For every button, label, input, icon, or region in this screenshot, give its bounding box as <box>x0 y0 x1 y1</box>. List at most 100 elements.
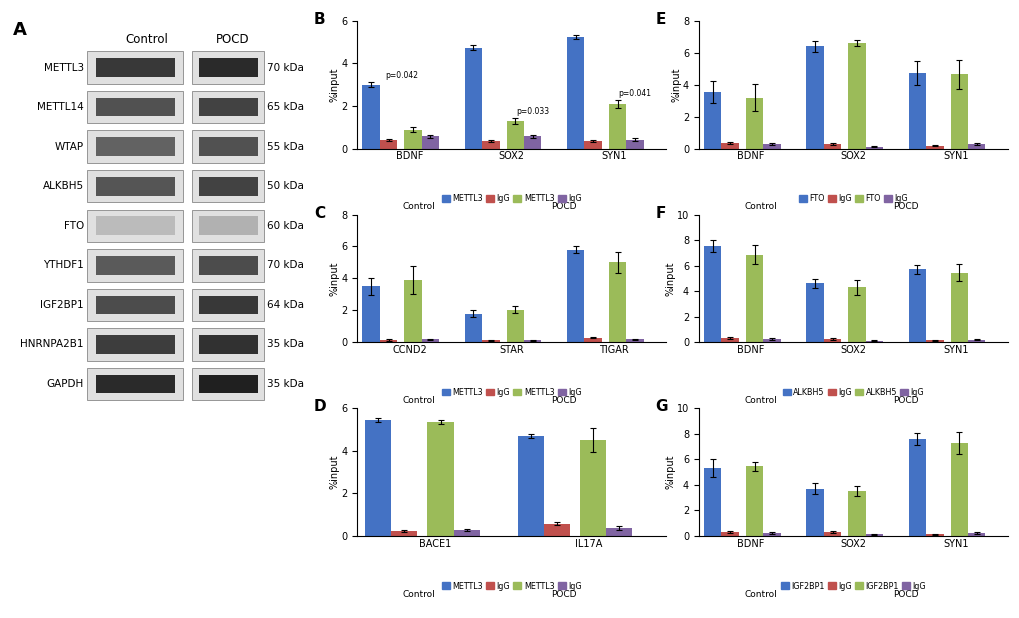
Text: POCD: POCD <box>893 590 918 599</box>
Bar <box>96 256 174 275</box>
Bar <box>584 337 601 342</box>
Bar <box>482 141 499 149</box>
Bar <box>806 489 823 536</box>
Legend: METTL3, IgG, METTL3, IgG: METTL3, IgG, METTL3, IgG <box>438 578 585 594</box>
Bar <box>967 533 984 536</box>
Bar <box>506 310 524 342</box>
Bar <box>404 280 421 342</box>
Text: Control: Control <box>403 202 435 211</box>
Text: POCD: POCD <box>893 202 918 211</box>
Bar <box>908 269 925 342</box>
Bar <box>96 58 174 77</box>
Bar <box>762 339 780 342</box>
Bar <box>626 339 643 342</box>
Bar <box>543 523 570 536</box>
Text: B: B <box>314 12 325 27</box>
Bar <box>567 37 584 149</box>
Bar <box>865 535 882 536</box>
Bar <box>524 137 541 149</box>
Text: FTO: FTO <box>63 221 84 231</box>
Bar <box>87 130 183 163</box>
Bar <box>87 328 183 361</box>
Text: Control: Control <box>744 202 776 211</box>
Bar <box>584 141 601 149</box>
Bar <box>580 440 606 536</box>
Bar <box>96 295 174 315</box>
Text: Control: Control <box>125 33 168 46</box>
Text: POCD: POCD <box>893 396 918 405</box>
Bar <box>192 51 264 83</box>
Bar <box>703 246 720 342</box>
Bar <box>848 43 865 149</box>
Text: F: F <box>655 206 665 221</box>
Bar <box>506 121 524 149</box>
Bar <box>96 137 174 156</box>
Bar <box>192 170 264 202</box>
Bar <box>96 98 174 116</box>
Bar <box>720 532 738 536</box>
Bar <box>626 140 643 149</box>
Y-axis label: %input: %input <box>671 67 681 102</box>
Bar <box>453 530 479 536</box>
Bar <box>192 210 264 242</box>
Bar <box>199 295 258 315</box>
Bar <box>427 422 453 536</box>
Text: p=0.041: p=0.041 <box>618 88 651 98</box>
Bar <box>720 143 738 149</box>
Bar <box>96 375 174 394</box>
Bar <box>192 91 264 123</box>
Bar <box>199 137 258 156</box>
Text: METTL3: METTL3 <box>44 62 84 72</box>
Bar <box>908 439 925 536</box>
Text: METTL14: METTL14 <box>37 102 84 112</box>
Bar <box>192 289 264 321</box>
Text: GAPDH: GAPDH <box>47 379 84 389</box>
Bar <box>465 48 482 149</box>
Text: Control: Control <box>744 590 776 599</box>
Bar <box>192 130 264 163</box>
Text: A: A <box>13 22 28 40</box>
Bar <box>362 286 379 342</box>
Bar <box>606 528 632 536</box>
Text: 70 kDa: 70 kDa <box>267 62 304 72</box>
Text: POCD: POCD <box>551 202 577 211</box>
Text: ALKBH5: ALKBH5 <box>43 181 84 191</box>
Y-axis label: %input: %input <box>329 67 339 102</box>
Text: G: G <box>655 399 667 414</box>
Text: Control: Control <box>744 396 776 405</box>
Bar <box>806 283 823 342</box>
Bar <box>823 144 841 149</box>
Text: 60 kDa: 60 kDa <box>267 221 304 231</box>
Text: 55 kDa: 55 kDa <box>267 142 304 151</box>
Bar <box>96 177 174 195</box>
Bar <box>720 338 738 342</box>
Text: 50 kDa: 50 kDa <box>267 181 304 191</box>
Bar <box>745 467 762 536</box>
Bar <box>567 250 584 342</box>
Y-axis label: %input: %input <box>329 455 339 489</box>
Bar <box>87 210 183 242</box>
Bar <box>87 91 183 123</box>
Bar <box>192 249 264 282</box>
Bar <box>925 534 943 536</box>
Bar <box>967 144 984 149</box>
Bar <box>390 531 417 536</box>
Bar <box>745 98 762 149</box>
Text: IGF2BP1: IGF2BP1 <box>41 300 84 310</box>
Bar <box>518 436 543 536</box>
Bar <box>199 256 258 275</box>
Text: 64 kDa: 64 kDa <box>267 300 304 310</box>
Bar <box>379 340 396 342</box>
Legend: IGF2BP1, IgG, IGF2BP1, IgG: IGF2BP1, IgG, IGF2BP1, IgG <box>776 578 928 594</box>
Bar <box>865 341 882 342</box>
Y-axis label: %input: %input <box>664 261 675 295</box>
Legend: FTO, IgG, FTO, IgG: FTO, IgG, FTO, IgG <box>795 191 911 206</box>
Bar <box>762 533 780 536</box>
Bar <box>762 144 780 149</box>
Bar <box>865 146 882 149</box>
Bar <box>967 339 984 342</box>
Bar <box>823 532 841 536</box>
Bar <box>608 263 626 342</box>
Y-axis label: %input: %input <box>664 455 675 489</box>
Y-axis label: %input: %input <box>329 261 339 295</box>
